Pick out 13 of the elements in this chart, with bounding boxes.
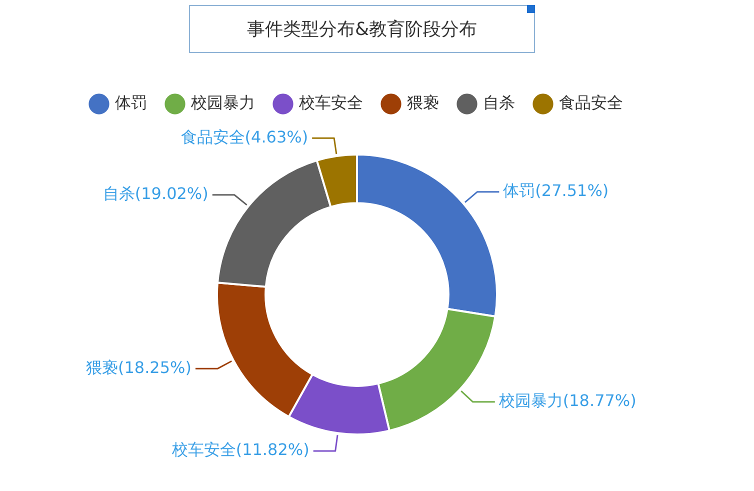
data-label: 自杀(19.02%) (102, 184, 208, 204)
data-label: 校园暴力(18.77%) (498, 391, 636, 410)
data-label: 猥亵(18.25%) (86, 358, 192, 377)
legend-label: 猥亵 (407, 93, 439, 112)
data-label: 校车安全(11.82%) (170, 440, 310, 460)
legend-label: 食品安全 (559, 93, 623, 112)
legend-label: 校园暴力 (190, 93, 255, 112)
data-label: 体罚(27.51%) (503, 181, 609, 200)
chart-title: 事件类型分布&教育阶段分布 (189, 5, 535, 53)
legend-label: 校车安全 (298, 93, 363, 112)
data-label: 食品安全(4.63%) (180, 127, 308, 146)
legend-label: 体罚 (115, 93, 147, 112)
legend-label: 自杀 (483, 93, 515, 112)
